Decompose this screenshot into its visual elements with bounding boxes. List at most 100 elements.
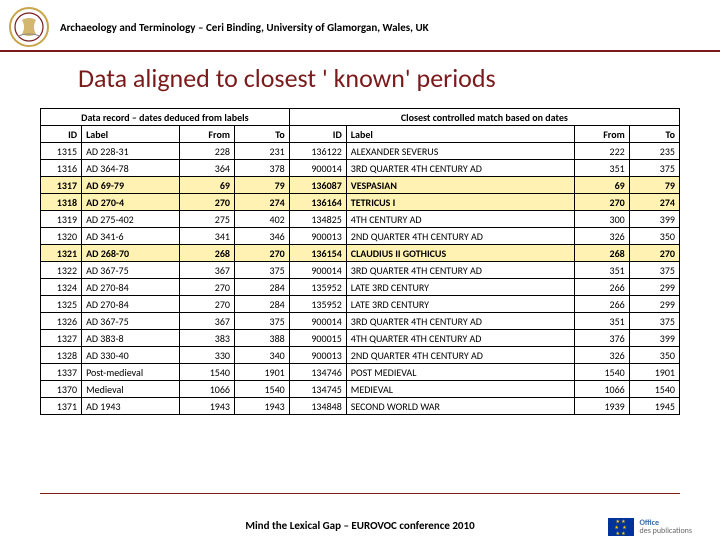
cell-r_to: 1945 <box>629 398 679 415</box>
col-r-from: From <box>574 126 629 143</box>
cell-l_from: 383 <box>180 330 235 347</box>
cell-r_label: 2ND QUARTER 4TH CENTURY AD <box>346 347 574 364</box>
col-r-label: Label <box>346 126 574 143</box>
cell-r_to: 399 <box>629 330 679 347</box>
cell-r_to: 235 <box>629 143 679 160</box>
cell-l_label: AD 228-31 <box>82 143 180 160</box>
cell-r_id: 135952 <box>289 296 346 313</box>
cell-l_from: 270 <box>180 194 235 211</box>
cell-l_id: 1337 <box>41 364 82 381</box>
table-row: 1316AD 364-783643789000143RD QUARTER 4TH… <box>41 160 680 177</box>
cell-r_label: POST MEDIEVAL <box>346 364 574 381</box>
table-row: 1324AD 270-84270284135952LATE 3RD CENTUR… <box>41 279 680 296</box>
cell-r_id: 900014 <box>289 313 346 330</box>
cell-r_label: 4TH QUARTER 4TH CENTURY AD <box>346 330 574 347</box>
cell-r_from: 351 <box>574 313 629 330</box>
cell-l_to: 270 <box>234 245 289 262</box>
cell-l_from: 69 <box>180 177 235 194</box>
cell-l_label: AD 270-84 <box>82 279 180 296</box>
table-row: 1322AD 367-753673759000143RD QUARTER 4TH… <box>41 262 680 279</box>
alignment-table: Data record – dates deduced from labels … <box>40 108 680 415</box>
table-row: 1328AD 330-403303409000132ND QUARTER 4TH… <box>41 347 680 364</box>
table-row: 1370Medieval10661540134745MEDIEVAL106615… <box>41 381 680 398</box>
cell-l_id: 1328 <box>41 347 82 364</box>
cell-l_label: AD 270-84 <box>82 296 180 313</box>
table-row: 1371AD 194319431943134848SECOND WORLD WA… <box>41 398 680 415</box>
cell-r_label: CLAUDIUS II GOTHICUS <box>346 245 574 262</box>
footer-text: Mind the Lexical Gap – EUROVOC conferenc… <box>245 519 474 532</box>
col-l-from: From <box>180 126 235 143</box>
cell-r_to: 350 <box>629 228 679 245</box>
cell-l_to: 79 <box>234 177 289 194</box>
cell-r_id: 900013 <box>289 347 346 364</box>
cell-r_from: 300 <box>574 211 629 228</box>
cell-l_label: AD 69-79 <box>82 177 180 194</box>
cell-l_from: 341 <box>180 228 235 245</box>
cell-r_label: ALEXANDER SEVERUS <box>346 143 574 160</box>
cell-r_label: VESPASIAN <box>346 177 574 194</box>
cell-l_id: 1327 <box>41 330 82 347</box>
cell-l_to: 1943 <box>234 398 289 415</box>
table-row: 1319AD 275-4022754021348254TH CENTURY AD… <box>41 211 680 228</box>
cell-r_from: 268 <box>574 245 629 262</box>
cell-l_label: AD 330-40 <box>82 347 180 364</box>
cell-l_from: 367 <box>180 313 235 330</box>
cell-l_to: 274 <box>234 194 289 211</box>
table-row: 1327AD 383-83833889000154TH QUARTER 4TH … <box>41 330 680 347</box>
university-logo-icon <box>8 6 50 48</box>
cell-r_from: 351 <box>574 160 629 177</box>
cell-l_id: 1315 <box>41 143 82 160</box>
cell-l_id: 1317 <box>41 177 82 194</box>
cell-l_from: 1943 <box>180 398 235 415</box>
cell-l_to: 284 <box>234 296 289 313</box>
column-header-row: ID Label From To ID Label From To <box>41 126 680 143</box>
cell-r_label: 2ND QUARTER 4TH CENTURY AD <box>346 228 574 245</box>
cell-r_from: 270 <box>574 194 629 211</box>
cell-r_label: 3RD QUARTER 4TH CENTURY AD <box>346 313 574 330</box>
cell-l_label: Medieval <box>82 381 180 398</box>
cell-l_id: 1316 <box>41 160 82 177</box>
cell-r_label: LATE 3RD CENTURY <box>346 279 574 296</box>
slide-header: Archaeology and Terminology – Ceri Bindi… <box>0 0 720 52</box>
cell-l_from: 1540 <box>180 364 235 381</box>
cell-r_id: 134848 <box>289 398 346 415</box>
table-row: 1337Post-medieval15401901134746POST MEDI… <box>41 364 680 381</box>
table-row: 1321AD 268-70268270136154CLAUDIUS II GOT… <box>41 245 680 262</box>
cell-l_id: 1324 <box>41 279 82 296</box>
table-row: 1325AD 270-84270284135952LATE 3RD CENTUR… <box>41 296 680 313</box>
cell-r_to: 375 <box>629 262 679 279</box>
cell-l_from: 268 <box>180 245 235 262</box>
cell-r_label: MEDIEVAL <box>346 381 574 398</box>
cell-l_from: 270 <box>180 296 235 313</box>
cell-r_to: 375 <box>629 160 679 177</box>
col-l-label: Label <box>82 126 180 143</box>
table-row: 1320AD 341-63413469000132ND QUARTER 4TH … <box>41 228 680 245</box>
cell-l_to: 231 <box>234 143 289 160</box>
cell-l_id: 1326 <box>41 313 82 330</box>
cell-l_id: 1321 <box>41 245 82 262</box>
slide-title: Data aligned to closest ' known' periods <box>78 62 720 94</box>
cell-r_to: 1901 <box>629 364 679 381</box>
cell-l_from: 364 <box>180 160 235 177</box>
cell-r_id: 900013 <box>289 228 346 245</box>
cell-r_to: 299 <box>629 279 679 296</box>
cell-l_from: 275 <box>180 211 235 228</box>
cell-r_from: 1939 <box>574 398 629 415</box>
cell-l_from: 367 <box>180 262 235 279</box>
cell-r_from: 376 <box>574 330 629 347</box>
cell-r_from: 266 <box>574 279 629 296</box>
cell-l_label: AD 268-70 <box>82 245 180 262</box>
cell-r_from: 326 <box>574 228 629 245</box>
cell-r_to: 274 <box>629 194 679 211</box>
cell-l_to: 1901 <box>234 364 289 381</box>
section-header-row: Data record – dates deduced from labels … <box>41 109 680 126</box>
left-section-header: Data record – dates deduced from labels <box>41 109 290 126</box>
cell-r_from: 266 <box>574 296 629 313</box>
cell-l_label: AD 275-402 <box>82 211 180 228</box>
cell-r_from: 222 <box>574 143 629 160</box>
cell-r_from: 351 <box>574 262 629 279</box>
cell-l_to: 375 <box>234 262 289 279</box>
col-r-to: To <box>629 126 679 143</box>
cell-r_to: 270 <box>629 245 679 262</box>
cell-r_to: 1540 <box>629 381 679 398</box>
